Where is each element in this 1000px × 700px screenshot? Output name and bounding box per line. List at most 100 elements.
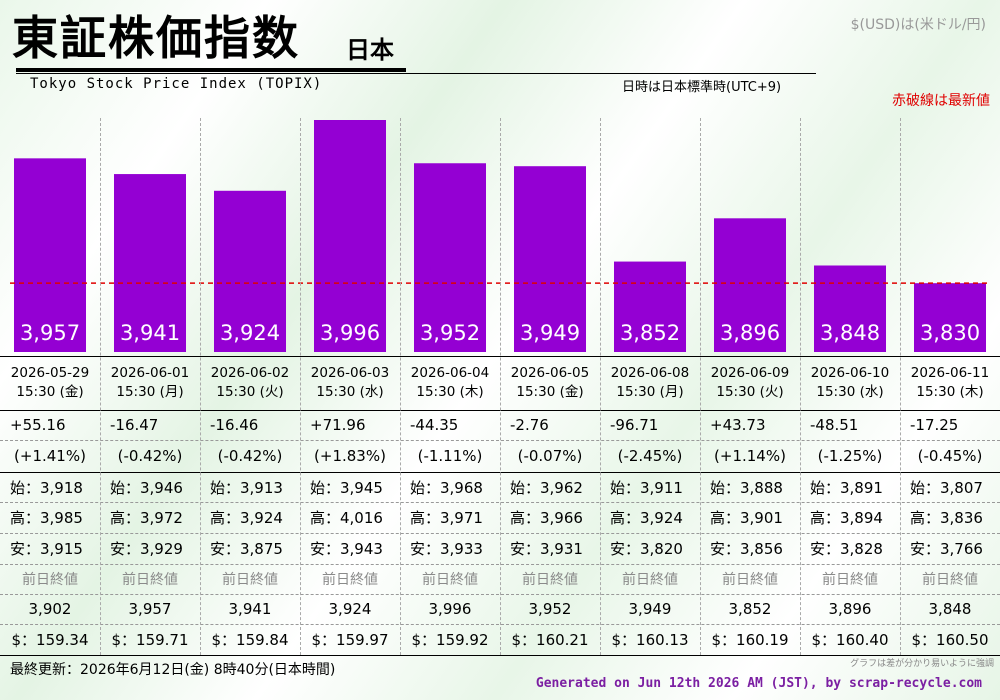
- change-pct-1: (-0.42%): [117, 447, 183, 465]
- date-label-5: 2026-06-05 15:30 (金): [500, 356, 600, 410]
- change-pct-6: (-2.45%): [617, 447, 683, 465]
- currency-note: $(USD)は(米ドル/円): [850, 17, 986, 33]
- prev-close-label-3: 前日終値: [322, 572, 378, 588]
- open-2: 始：3,913: [210, 478, 283, 497]
- open-1: 始：3,946: [110, 478, 183, 497]
- high-9: 高：3,836: [910, 509, 983, 527]
- timezone-note: 日時は日本標準時(UTC+9): [622, 80, 782, 95]
- change-9: -17.25: [910, 416, 959, 434]
- column-divider: [500, 118, 501, 655]
- change-pct-5: (-0.07%): [517, 447, 583, 465]
- usd-rate-1: $：159.71: [111, 631, 189, 649]
- date-label-1: 2026-06-01 15:30 (月): [100, 356, 200, 410]
- change-0: +55.16: [10, 416, 66, 434]
- change-pct-3: (+1.83%): [314, 447, 386, 465]
- last-updated: 最終更新：2026年6月12日(金) 8時40分(日本時間): [10, 662, 336, 678]
- open-4: 始：3,968: [410, 478, 483, 497]
- prev-close-8: 3,896: [828, 600, 872, 618]
- usd-rate-3: $：159.97: [311, 631, 389, 649]
- change-1: -16.47: [110, 416, 159, 434]
- high-5: 高：3,966: [510, 509, 583, 527]
- bar-6: [614, 261, 686, 352]
- prev-close-label-7: 前日終値: [722, 572, 778, 588]
- change-5: -2.76: [510, 416, 549, 434]
- date-text: 2026-06-05: [510, 365, 590, 381]
- bar-0: [14, 158, 86, 352]
- date-text: 2026-06-11: [910, 365, 990, 381]
- page-title: 東証株価指数: [12, 11, 300, 65]
- change-pct-8: (-1.25%): [817, 447, 883, 465]
- change-pct-0: (+1.41%): [14, 447, 86, 465]
- open-6: 始：3,911: [610, 478, 683, 497]
- low-1: 安：3,929: [110, 540, 183, 558]
- prev-close-label-8: 前日終値: [822, 572, 878, 588]
- bar-1: [114, 174, 186, 352]
- column-divider: [800, 118, 801, 655]
- bar-9: [914, 283, 986, 352]
- bar-chart: 3,957 3,941 3,924 3,996 3,952 3,949 3,852 3,896…: [10, 120, 990, 352]
- prev-close-label-5: 前日終値: [522, 572, 578, 588]
- bar-value-label-1: 3,941: [120, 321, 180, 345]
- table-row: $：159.34 $：159.71 $：159.84 $：159.97 $：159.92…: [0, 624, 1000, 655]
- time-text: 15:30 (月): [116, 384, 184, 400]
- bar-value-label-6: 3,852: [620, 321, 680, 345]
- open-7: 始：3,888: [710, 478, 783, 497]
- low-2: 安：3,875: [210, 540, 283, 558]
- prev-close-label-2: 前日終値: [222, 572, 278, 588]
- high-4: 高：3,971: [410, 509, 483, 527]
- date-label-2: 2026-06-02 15:30 (火): [200, 356, 300, 410]
- change-4: -44.35: [410, 416, 459, 434]
- column-divider: [600, 118, 601, 655]
- table-row: (+1.41%) (-0.42%) (-0.42%) (+1.83%) (-1.11%)…: [0, 440, 1000, 472]
- time-text: 15:30 (金): [516, 384, 584, 400]
- date-text: 2026-06-04: [410, 365, 490, 381]
- table-row: 前日終値 前日終値 前日終値 前日終値 前日終値 前日終値 前日終値 前日終値 前日終値 前日終値: [0, 564, 1000, 594]
- bar-8: [814, 265, 886, 352]
- header-divider: [16, 73, 816, 74]
- usd-rate-4: $：159.92: [411, 631, 489, 649]
- column-divider: [400, 118, 401, 655]
- time-text: 15:30 (木): [916, 384, 984, 400]
- open-8: 始：3,891: [810, 478, 883, 497]
- date-label-6: 2026-06-08 15:30 (月): [600, 356, 700, 410]
- high-7: 高：3,901: [710, 509, 783, 527]
- bar-5: [514, 166, 586, 352]
- table-row: 始：3,918 始：3,946 始：3,913 始：3,945 始：3,968 始：3,9…: [0, 472, 1000, 502]
- prev-close-label-4: 前日終値: [422, 572, 478, 588]
- time-text: 15:30 (水): [816, 384, 884, 400]
- prev-close-0: 3,902: [28, 600, 72, 618]
- prev-close-1: 3,957: [128, 600, 172, 618]
- date-text: 2026-06-01: [110, 365, 190, 381]
- date-text: 2026-06-10: [810, 365, 890, 381]
- high-8: 高：3,894: [810, 509, 883, 527]
- prev-close-9: 3,848: [928, 600, 972, 618]
- prev-close-label-0: 前日終値: [22, 572, 78, 588]
- low-9: 安：3,766: [910, 540, 983, 558]
- time-text: 15:30 (月): [616, 384, 684, 400]
- bar-value-label-4: 3,952: [420, 321, 480, 345]
- table-row: 高：3,985 高：3,972 高：3,924 高：4,016 高：3,971 高：3,9…: [0, 502, 1000, 533]
- low-8: 安：3,828: [810, 540, 883, 558]
- column-divider: [100, 118, 101, 655]
- table-row: 安：3,915 安：3,929 安：3,875 安：3,943 安：3,933 安：3,9…: [0, 533, 1000, 564]
- prev-close-4: 3,996: [428, 600, 472, 618]
- latest-line-note: 赤破線は最新値: [892, 93, 990, 109]
- date-label-3: 2026-06-03 15:30 (水): [300, 356, 400, 410]
- usd-rate-2: $：159.84: [211, 631, 289, 649]
- low-7: 安：3,856: [710, 540, 783, 558]
- low-5: 安：3,931: [510, 540, 583, 558]
- change-pct-2: (-0.42%): [217, 447, 283, 465]
- prev-close-label-9: 前日終値: [922, 572, 978, 588]
- grid-line: [0, 655, 1000, 656]
- low-3: 安：3,943: [310, 540, 383, 558]
- bar-3: [314, 120, 386, 352]
- bar-2: [214, 190, 286, 352]
- generated-credit: Generated on Jun 12th 2026 AM (JST), by …: [535, 676, 982, 691]
- bar-value-label-9: 3,830: [920, 321, 980, 345]
- bar-value-label-0: 3,957: [20, 321, 80, 345]
- change-6: -96.71: [610, 416, 659, 434]
- time-text: 15:30 (火): [716, 384, 784, 400]
- bar-value-label-7: 3,896: [720, 321, 780, 345]
- region-label: 日本: [346, 36, 394, 64]
- bar-value-label-3: 3,996: [320, 321, 380, 345]
